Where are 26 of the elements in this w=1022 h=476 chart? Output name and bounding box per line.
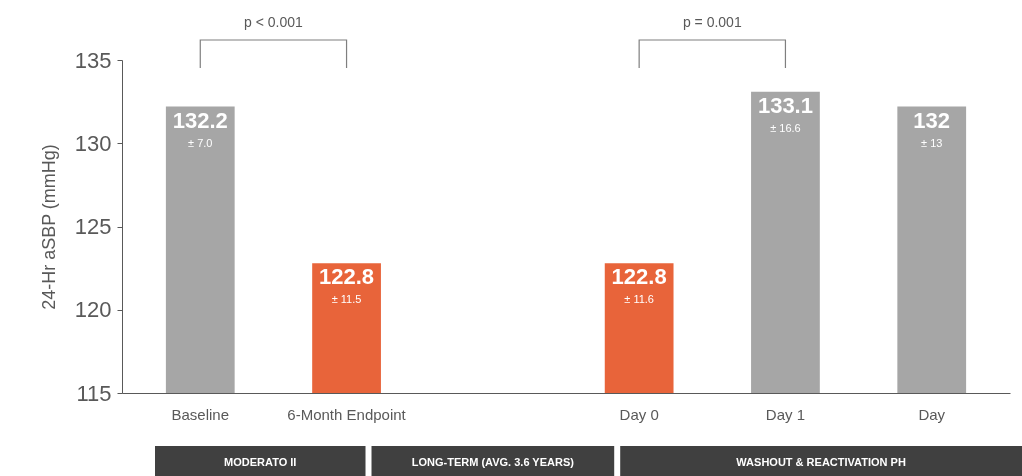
text: p < 0.001 [244,14,304,30]
x-tick-label: Day 0 [619,405,659,423]
data-label: 132 [913,107,951,133]
x-tick-label: Baseline [171,405,230,423]
y-axis-title: 24-Hr aSBP (mmHg) [38,144,59,310]
x-tick-label: Day 1 [765,405,806,423]
y-tick-label: 115 [76,380,112,406]
y-tick-label: 135 [74,47,112,73]
annotation: ± 11.6 [624,293,654,306]
text: MODERATO II [224,456,297,468]
y-tick-label: 120 [74,297,112,323]
annotation: ± 7.0 [188,136,213,149]
annotation: ± 11.5 [331,293,362,306]
data-label: 133.1 [757,92,813,118]
data-label: 122.8 [611,264,667,290]
text: WASHOUT & REACTIVATION PH [736,456,906,468]
y-tick-label: 130 [74,130,112,156]
x-tick-label: Day [918,405,946,423]
annotation: ± 13 [921,136,943,149]
text: LONG-TERM (AVG. 3.6 YEARS) [411,456,575,468]
data-label: 122.8 [319,264,375,290]
data-label: 132.2 [172,107,228,133]
annotation: ± 16.6 [770,121,801,134]
x-tick-label: 6-Month Endpoint [287,405,407,423]
y-tick-label: 125 [74,214,112,239]
text: p = 0.001 [682,14,742,30]
